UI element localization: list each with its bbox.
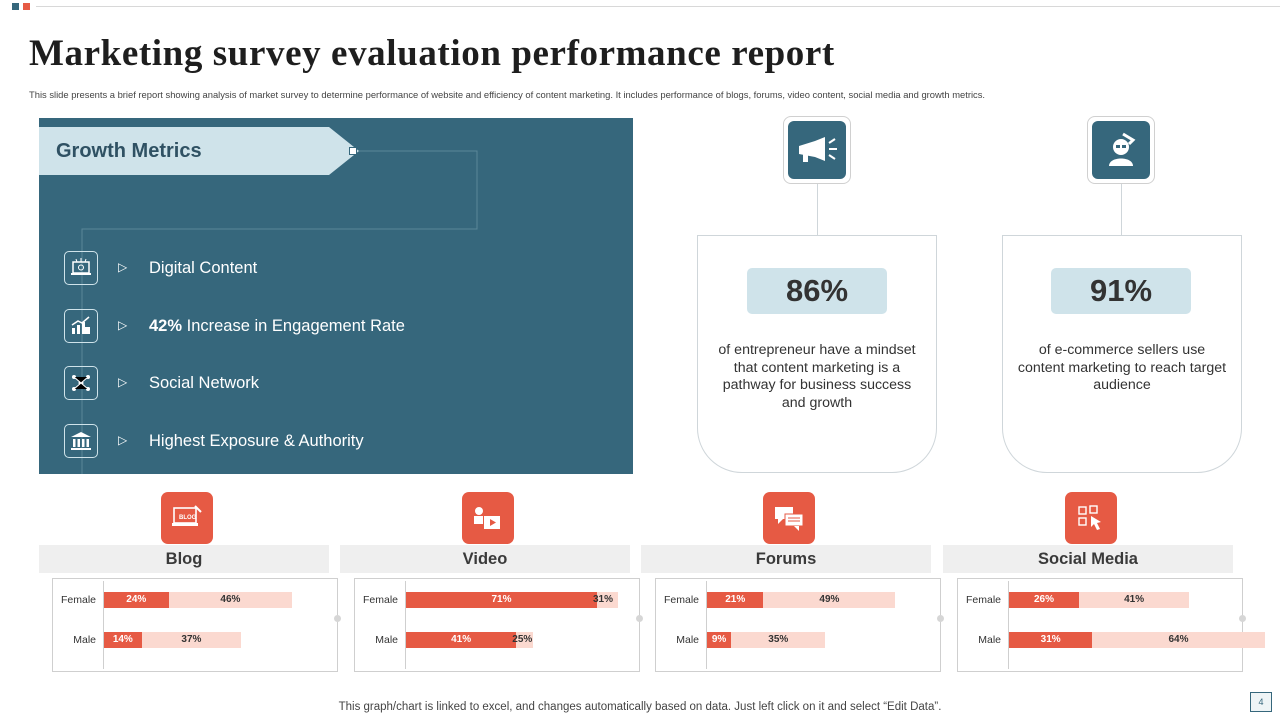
category-header: Forums: [641, 545, 931, 573]
metric-digital-content: Digital Content: [149, 259, 258, 277]
bar-secondary-label: 49%: [819, 594, 840, 605]
stat-value: 86%: [747, 268, 887, 314]
bar-secondary: [707, 632, 826, 648]
stat-card-entrepreneurs: 86% of entrepreneur have a mindset that …: [697, 235, 937, 473]
stat-icon-frame: [1087, 116, 1155, 184]
growth-chart-icon: [64, 309, 98, 343]
row-label: Male: [73, 634, 96, 646]
bar-primary: [104, 632, 142, 648]
category-header: Blog: [39, 545, 329, 573]
video-icon: [462, 492, 514, 544]
play-arrow-icon: ▷: [118, 375, 128, 389]
page-title: Marketing survey evaluation performance …: [29, 33, 835, 74]
stat-description: of entrepreneur have a mindset that cont…: [718, 342, 916, 411]
support-agent-icon: [1092, 121, 1150, 179]
institution-icon: [64, 424, 98, 458]
bar-primary-label: 9%: [711, 634, 727, 645]
row-label: Male: [978, 634, 1001, 646]
bar-secondary-label: 46%: [220, 594, 241, 605]
network-icon: [64, 366, 98, 400]
bar-primary: [406, 632, 517, 648]
stat-value: 91%: [1051, 268, 1191, 314]
connector-lines: [81, 150, 478, 474]
growth-metrics-banner: [39, 127, 359, 175]
laptop-icon: [64, 251, 98, 285]
forum-icon: [763, 492, 815, 544]
page-number: 4: [1250, 692, 1272, 712]
bar-primary: [1009, 592, 1079, 608]
bar-secondary-label: 41%: [1124, 594, 1145, 605]
chart-scroll-knob: [636, 615, 643, 622]
bar-secondary-label: 35%: [768, 634, 789, 645]
row-label: Female: [60, 594, 96, 606]
growth-metrics-panel: [39, 118, 633, 474]
metric-social-network: Social Network: [149, 374, 260, 392]
play-arrow-icon: ▷: [118, 318, 128, 332]
bar-primary: [707, 632, 732, 648]
chart-scroll-knob: [937, 615, 944, 622]
bar-primary-label: 31%: [1040, 634, 1061, 645]
chart-scroll-knob: [334, 615, 341, 622]
svg-text:BLOG: BLOG: [179, 515, 197, 521]
bar-primary-label: 71%: [491, 594, 512, 605]
bar-primary: [104, 592, 169, 608]
bar-primary-label: 41%: [451, 634, 472, 645]
bar-secondary-label: 25%: [512, 634, 533, 645]
stat-connector: [817, 184, 818, 236]
banner-connector-dot: [349, 147, 357, 155]
bar-primary: [1009, 632, 1093, 648]
megaphone-icon: [788, 121, 846, 179]
row-label: Female: [362, 594, 398, 606]
stat-card-ecommerce: 91% of e-commerce sellers use content ma…: [1002, 235, 1242, 473]
bar-secondary-label: 37%: [181, 634, 202, 645]
play-arrow-icon: ▷: [118, 260, 128, 274]
bar-primary-label: 14%: [112, 634, 133, 645]
footer-note: This graph/chart is linked to excel, and…: [338, 701, 942, 713]
row-label: Male: [676, 634, 699, 646]
top-rule: [36, 6, 1280, 7]
decor-square-red: [23, 3, 30, 10]
row-label: Male: [375, 634, 398, 646]
metric-highest-exposure: Highest Exposure & Authority: [149, 432, 364, 450]
stat-connector: [1121, 184, 1122, 236]
category-header: Video: [340, 545, 630, 573]
bar-primary: [707, 592, 764, 608]
row-label: Female: [965, 594, 1001, 606]
chart-scroll-knob: [1239, 615, 1246, 622]
social-media-icon: [1065, 492, 1117, 544]
play-arrow-icon: ▷: [118, 433, 128, 447]
row-label: Female: [663, 594, 699, 606]
growth-metrics-label: Growth Metrics: [56, 140, 202, 162]
blog-icon: BLOG: [161, 492, 213, 544]
bar-secondary-label: 64%: [1168, 634, 1189, 645]
page-subtitle: This slide presents a brief report showi…: [29, 89, 986, 100]
bar-primary-label: 24%: [126, 594, 147, 605]
stat-icon-frame: [783, 116, 851, 184]
chart-axis: [1008, 581, 1009, 669]
metric-engagement-rate: 42% Increase in Engagement Rate: [149, 317, 405, 335]
category-header: Social Media: [943, 545, 1233, 573]
chart-axis: [103, 581, 104, 669]
chart-axis: [405, 581, 406, 669]
decor-square-teal: [12, 3, 19, 10]
bar-primary-label: 26%: [1033, 594, 1054, 605]
bar-secondary-label: 31%: [592, 594, 613, 605]
stat-description: of e-commerce sellers use content market…: [1017, 342, 1227, 393]
bar-primary-label: 21%: [725, 594, 746, 605]
bar-primary: [406, 592, 597, 608]
chart-axis: [706, 581, 707, 669]
